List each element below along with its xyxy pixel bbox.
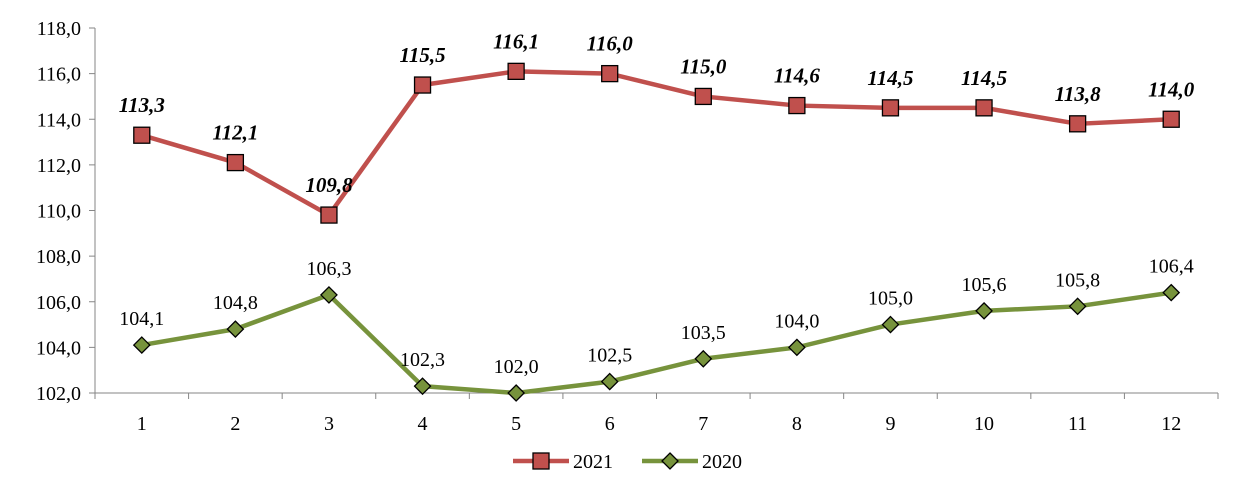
x-tick-label: 11: [1068, 413, 1087, 435]
series-layer: 113,3 112,1 109,8 115,5 116,1 116,0 115,0 114,6…: [119, 29, 1195, 402]
data-point-2020: [320, 285, 338, 304]
y-tick-label: 116,0: [37, 64, 81, 86]
x-tick-label: 4: [418, 413, 428, 435]
series-2020: 104,1 104,8 106,3 102,3 102,0 102,5 103,5 104,0…: [119, 256, 1194, 402]
data-label-2021: 115,5: [399, 43, 445, 67]
data-point-2021: [601, 64, 619, 83]
data-label-2021: 114,5: [867, 66, 913, 90]
data-point-2021: [694, 87, 712, 106]
data-label-2021: 116,1: [493, 29, 539, 53]
x-tick-label: 1: [137, 413, 147, 435]
data-point-2021: [1162, 110, 1180, 128]
data-label-2021: 115,0: [680, 54, 727, 78]
legend-item-2021: 2021: [513, 451, 613, 473]
data-point-2021: [133, 126, 151, 144]
data-label-2020: 102,5: [587, 345, 632, 367]
series-2021: 113,3 112,1 109,8 115,5 116,1 116,0 115,0 114,6…: [119, 29, 1195, 224]
y-tick-label: 108,0: [36, 246, 81, 268]
data-label-2021: 113,3: [119, 93, 165, 117]
x-tick-label: 5: [511, 413, 521, 435]
data-label-2020: 103,5: [681, 322, 726, 344]
x-tick-label: 3: [324, 413, 334, 435]
data-point-2020: [694, 349, 713, 368]
legend: 2021 2020: [513, 451, 742, 473]
data-label-2021: 116,0: [587, 32, 634, 56]
x-tick-label: 10: [974, 413, 994, 435]
data-label-2021: 112,1: [212, 121, 258, 145]
data-point-2020: [600, 372, 619, 391]
data-point-2021: [507, 62, 525, 80]
y-tick-label: 106,0: [36, 292, 81, 314]
data-label-2020: 104,0: [774, 310, 819, 332]
data-label-2020: 104,1: [119, 308, 164, 330]
x-tick-label: 9: [885, 413, 895, 435]
data-point-2020: [1068, 297, 1087, 316]
x-tick-label: 12: [1161, 413, 1181, 435]
data-point-2020: [787, 338, 806, 357]
legend-item-2020: 2020: [642, 451, 742, 473]
y-tick-label: 118,0: [37, 18, 81, 40]
data-label-2021: 114,5: [961, 66, 1007, 90]
legend-label-2020: 2020: [702, 451, 742, 473]
data-label-2020: 105,8: [1055, 269, 1100, 291]
data-label-2021: 114,0: [1148, 77, 1195, 101]
x-tick-label: 6: [605, 413, 615, 435]
data-point-2021: [788, 96, 806, 115]
y-tick-label: 104,0: [36, 337, 81, 359]
x-tick-label: 2: [230, 413, 240, 435]
y-axis-ticks: 102,0 104,0 106,0 108,0 110,0 112,0 114,0 116,0…: [36, 18, 95, 405]
data-point-2020: [881, 315, 900, 334]
y-tick-label: 102,0: [36, 383, 81, 405]
data-label-2021: 109,8: [305, 173, 353, 197]
x-tick-label: 8: [792, 413, 802, 435]
legend-marker-2020: [661, 452, 679, 470]
data-point-2021: [975, 99, 993, 117]
x-axis-ticks: 1 2 3 4 5 6 7 8 9 10 11 12: [94, 393, 1219, 435]
series-line-2020: [141, 290, 1172, 396]
data-label-2020: 105,6: [962, 274, 1007, 296]
y-tick-label: 110,0: [37, 201, 81, 223]
data-label-2020: 106,3: [306, 258, 351, 280]
data-point-2021: [413, 76, 432, 94]
series-line-2021: [141, 69, 1172, 218]
data-label-2020: 104,8: [213, 292, 258, 314]
legend-marker-2021: [532, 452, 550, 470]
data-point-2020: [132, 336, 151, 355]
legend-label-2021: 2021: [573, 451, 613, 473]
data-point-2021: [226, 153, 245, 172]
data-label-2020: 105,0: [868, 288, 913, 310]
y-tick-label: 114,0: [37, 109, 81, 131]
data-point-2021: [320, 206, 338, 224]
data-point-2021: [1068, 115, 1087, 133]
x-tick-label: 7: [698, 413, 708, 435]
y-tick-label: 112,0: [37, 155, 81, 177]
data-label-2020: 106,4: [1149, 256, 1194, 278]
data-label-2020: 102,3: [400, 349, 445, 371]
data-label-2021: 113,8: [1055, 82, 1102, 106]
data-point-2020: [1162, 283, 1181, 302]
data-point-2021: [881, 99, 900, 117]
data-point-2020: [507, 384, 526, 402]
data-point-2020: [975, 301, 993, 320]
data-label-2021: 114,6: [774, 64, 821, 88]
data-point-2020: [413, 377, 432, 396]
data-point-2020: [226, 320, 245, 339]
data-label-2020: 102,0: [494, 356, 539, 378]
